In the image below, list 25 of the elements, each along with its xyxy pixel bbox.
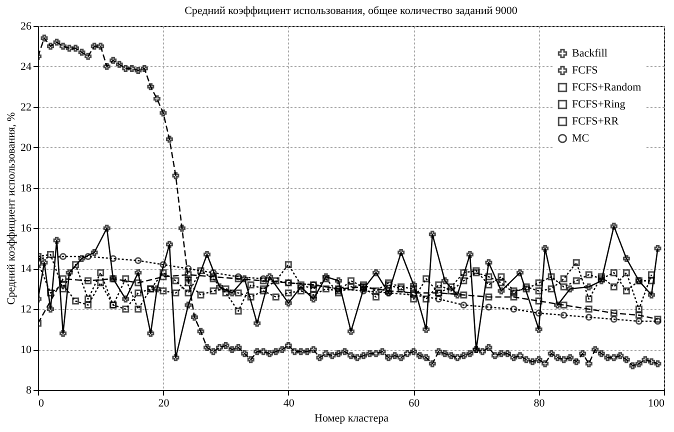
x-tick-label: 20 xyxy=(158,398,170,410)
x-tick-label: 100 xyxy=(648,398,665,410)
legend-label: FCFS+Ring xyxy=(572,98,626,110)
y-tick-label: 8 xyxy=(26,384,32,396)
y-tick-label: 18 xyxy=(20,182,32,194)
x-tick-label: 40 xyxy=(283,398,295,410)
y-tick-label: 12 xyxy=(20,304,32,316)
x-axis-title: Номер кластера xyxy=(314,412,389,424)
x-tick-label: 0 xyxy=(38,398,44,410)
chart-title: Средний коэффициент использования, общее количество заданий 9000 xyxy=(184,5,518,17)
y-tick-label: 10 xyxy=(20,344,32,356)
y-tick-label: 14 xyxy=(20,263,32,276)
x-tick-label: 60 xyxy=(408,398,420,410)
legend-label: FCFS+Random xyxy=(572,82,642,94)
legend-label: Backfill xyxy=(572,48,608,60)
legend-label: MC xyxy=(572,132,590,144)
y-tick-label: 16 xyxy=(20,222,32,235)
y-tick-label: 24 xyxy=(20,60,32,73)
legend-label: FCFS xyxy=(572,64,598,76)
x-tick-label: 80 xyxy=(534,398,546,410)
y-axis-title: Средний коэффициент использования, % xyxy=(6,112,18,305)
y-tick-label: 22 xyxy=(20,101,32,114)
legend-label: FCFS+RR xyxy=(572,116,620,128)
y-tick-label: 20 xyxy=(20,142,32,154)
y-tick-label: 26 xyxy=(20,20,32,32)
